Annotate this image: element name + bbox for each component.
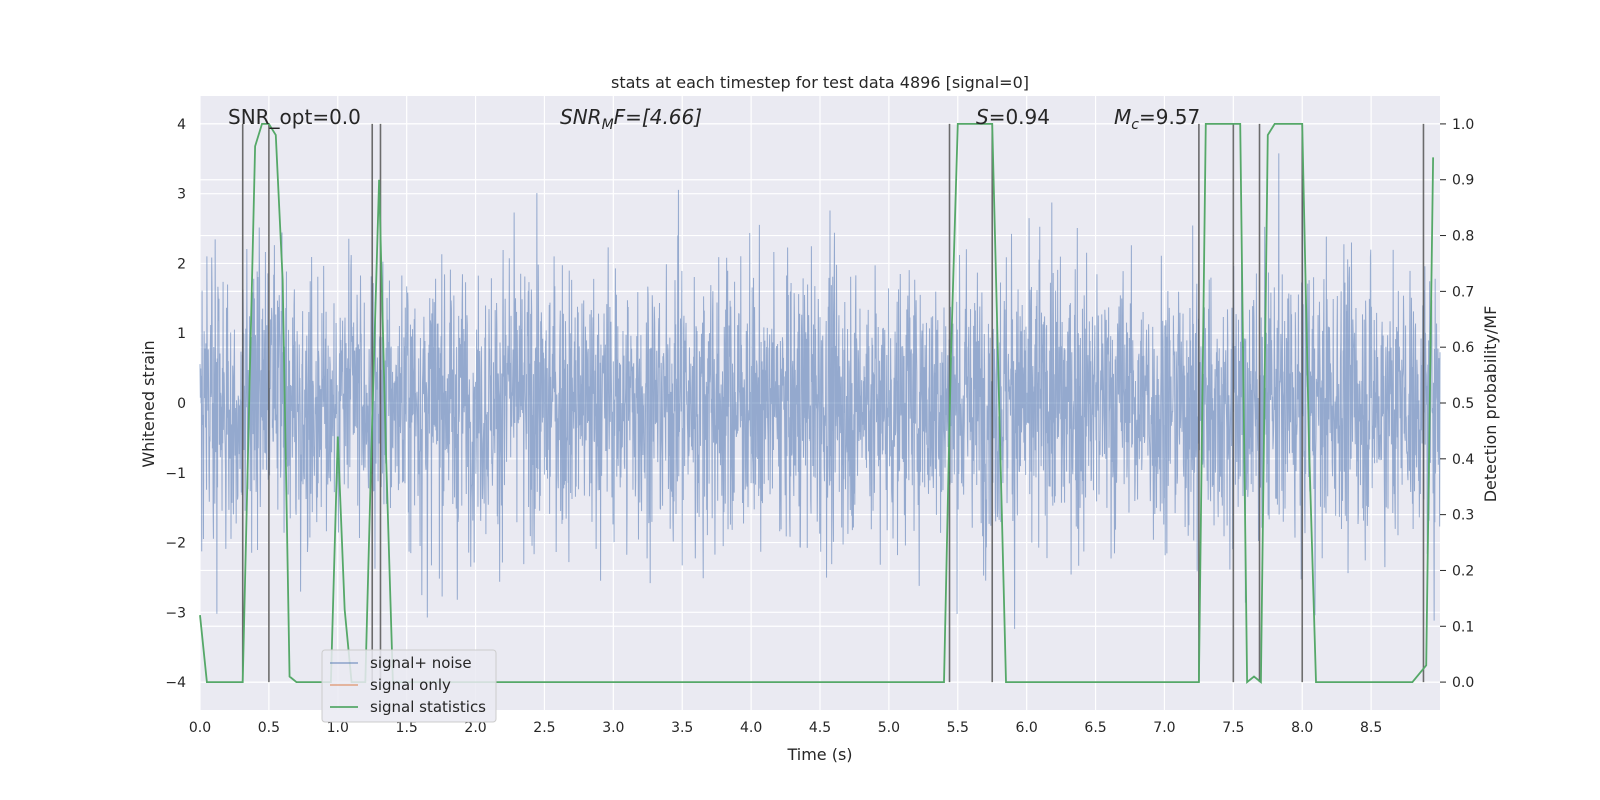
annotation-mc: Mc=9.57 (1114, 105, 1200, 133)
y-left-tick-label: 2 (177, 256, 186, 272)
s-value: =0.94 (989, 105, 1050, 129)
y-left-axis-label: Whitened strain (139, 340, 158, 467)
y-left-tick-label: −4 (165, 675, 186, 691)
mc-subscript: c (1131, 117, 1139, 133)
y-left-tick-label: 0 (177, 396, 186, 412)
x-tick-label: 7.0 (1153, 720, 1175, 736)
y-right-tick-label: 0.2 (1452, 563, 1474, 579)
y-left-tick-label: −1 (165, 466, 186, 482)
y-right-tick-label: 0.6 (1452, 340, 1474, 356)
legend-label-signal-only: signal only (370, 676, 451, 694)
y-right-tick-label: 0.5 (1452, 396, 1474, 412)
annotation-snr-opt: SNR_opt=0.0 (228, 105, 361, 129)
mc-value: =9.57 (1139, 105, 1200, 129)
x-tick-label: 7.5 (1222, 720, 1244, 736)
x-tick-label: 3.0 (602, 720, 624, 736)
legend: signal+ noise signal only signal statist… (321, 649, 497, 723)
y-right-tick-label: 0.0 (1452, 675, 1474, 691)
x-tick-label: 0.5 (258, 720, 280, 736)
x-axis-label: Time (s) (786, 745, 852, 764)
x-tick-label: 0.0 (189, 720, 211, 736)
x-tick-label: 1.5 (396, 720, 418, 736)
x-tick-label: 6.5 (1084, 720, 1106, 736)
x-tick-label: 4.0 (740, 720, 762, 736)
mc-symbol: M (1114, 105, 1131, 129)
y-right-tick-label: 0.4 (1452, 452, 1474, 468)
y-right-tick-label: 1.0 (1452, 117, 1474, 133)
x-tick-label: 2.0 (464, 720, 486, 736)
legend-box (321, 649, 497, 723)
x-tick-label: 6.0 (1016, 720, 1038, 736)
x-tick-label: 8.5 (1360, 720, 1382, 736)
signal-statistics-line (199, 123, 1435, 684)
y-left-tick-label: 3 (177, 187, 186, 203)
snr-mf-symbol: SNR (560, 105, 602, 129)
annotation-snr-mf: SNRMF=[4.66] (560, 105, 702, 133)
y-left-tick-label: 1 (177, 326, 186, 342)
y-left-tick-label: −3 (165, 605, 186, 621)
x-tick-label: 1.0 (327, 720, 349, 736)
y-right-tick-label: 0.8 (1452, 229, 1474, 245)
y-right-tick-label: 0.9 (1452, 173, 1474, 189)
x-tick-label: 3.5 (671, 720, 693, 736)
s-symbol: S (976, 105, 989, 129)
y-right-tick-label: 0.3 (1452, 508, 1474, 524)
chart-title: stats at each timestep for test data 489… (611, 73, 1029, 92)
y-left-tick-labels: −4 −3 −2 −1 0 1 2 3 4 (165, 117, 186, 691)
x-tick-labels: 0.0 0.5 1.0 1.5 2.0 2.5 3.0 3.5 4.0 4.5 5.0 5.5 6.0 6… (189, 720, 1382, 736)
legend-label-signal-noise: signal+ noise (370, 654, 472, 672)
snr-mf-value: F=[4.66] (614, 105, 702, 129)
x-tick-label: 5.0 (878, 720, 900, 736)
y-right-axis-label: Detection probability/MF (1481, 306, 1500, 503)
snr-mf-subscript: M (602, 117, 614, 133)
y-left-tick-label: −2 (165, 536, 186, 552)
y-right-tick-label: 0.7 (1452, 284, 1474, 300)
legend-label-signal-statistics: signal statistics (370, 698, 486, 716)
x-tick-label: 5.5 (947, 720, 969, 736)
x-tick-label: 2.5 (533, 720, 555, 736)
y-left-tick-label: 4 (177, 117, 186, 133)
y-right-tick-label: 0.1 (1452, 619, 1474, 635)
y-right-tick-labels: 0.0 0.1 0.2 0.3 0.4 0.5 0.6 0.7 0.8 0.9 1.0 (1440, 117, 1474, 691)
x-tick-label: 4.5 (809, 720, 831, 736)
signal-statistics-series (199, 123, 1435, 684)
annotation-s: S=0.94 (976, 105, 1050, 129)
x-tick-label: 8.0 (1291, 720, 1313, 736)
